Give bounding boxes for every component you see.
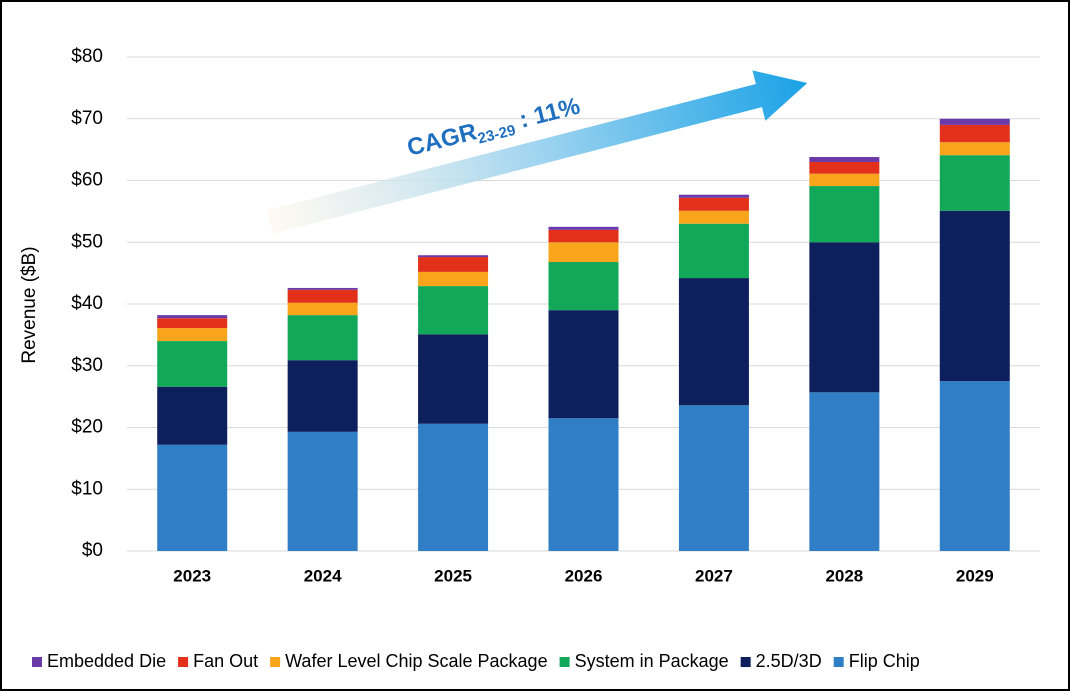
y-tick-label: $80 [71, 46, 103, 67]
bar-segment [548, 226, 619, 230]
bar-segment [939, 118, 1010, 125]
bar-segment [287, 289, 358, 303]
x-tick-label: 2027 [695, 566, 733, 585]
bar-segment [287, 302, 358, 316]
y-tick-label: $70 [71, 108, 103, 129]
y-tick-label: $10 [71, 478, 103, 499]
legend-swatch [32, 657, 42, 667]
bar-segment [157, 315, 228, 319]
bar-segment [287, 315, 358, 361]
bar-segment [418, 255, 489, 258]
bar-segment [678, 405, 749, 551]
bar-segment [418, 257, 489, 272]
bar-segment [939, 124, 1010, 143]
bar-segment [809, 173, 880, 187]
bar-segment [418, 286, 489, 335]
bar-segment [548, 242, 619, 263]
bar-segment [809, 186, 880, 243]
bar-segment [157, 386, 228, 445]
bar-segment [418, 271, 489, 287]
bar-segment [157, 328, 228, 342]
cagr-arrow [266, 70, 808, 234]
bar-segment [809, 157, 880, 162]
bar-segment [809, 161, 880, 174]
legend-swatch [178, 657, 189, 667]
arrow-shape [266, 70, 808, 234]
bar-segment [548, 310, 619, 419]
bar-segment [939, 155, 1010, 211]
bar-segment [678, 197, 749, 211]
x-tick-label: 2025 [434, 566, 472, 585]
bar-segment [548, 418, 619, 551]
bar-segment [678, 210, 749, 224]
x-tick-label: 2023 [173, 566, 211, 585]
bar-segment [157, 341, 228, 387]
legend-swatch [270, 657, 281, 667]
bar-segment [678, 278, 749, 406]
bar-segment [939, 142, 1010, 156]
legend-swatch [559, 657, 570, 667]
y-tick-label: $40 [71, 293, 103, 314]
y-tick-label: $0 [82, 540, 103, 561]
x-tick-label: 2029 [956, 566, 994, 585]
bar-segment [809, 242, 880, 393]
y-tick-label: $30 [71, 355, 103, 376]
legend-label: Embedded Die [47, 651, 166, 671]
bar-segment [157, 444, 228, 551]
x-tick-label: 2028 [825, 566, 863, 585]
bar-segment [157, 318, 228, 329]
legend-swatch [740, 657, 751, 667]
bar-segment [548, 262, 619, 311]
bar-segment [418, 334, 489, 424]
bar-segment [939, 210, 1010, 382]
x-tick-label: 2026 [565, 566, 603, 585]
legend-label: Fan Out [193, 651, 258, 671]
bar-segment [418, 423, 489, 551]
legend-label: 2.5D/3D [756, 651, 822, 671]
legend-swatch [833, 657, 844, 667]
x-tick-label: 2024 [304, 566, 342, 585]
bar-segment [287, 431, 358, 551]
bar-segment [678, 223, 749, 279]
legend-label: System in Package [575, 651, 729, 671]
y-tick-label: $60 [71, 170, 103, 191]
y-tick-label: $20 [71, 417, 103, 438]
bar-segment [287, 360, 358, 432]
bar-segment [939, 381, 1010, 551]
bar-segment [287, 287, 358, 290]
bar-segment [548, 229, 619, 243]
y-axis-label: Revenue ($B) [19, 246, 40, 363]
bar-segment [809, 392, 880, 551]
legend-label: Wafer Level Chip Scale Package [285, 651, 547, 671]
bar-segment [678, 194, 749, 198]
y-tick-label: $50 [71, 231, 103, 252]
legend-label: Flip Chip [849, 651, 920, 671]
